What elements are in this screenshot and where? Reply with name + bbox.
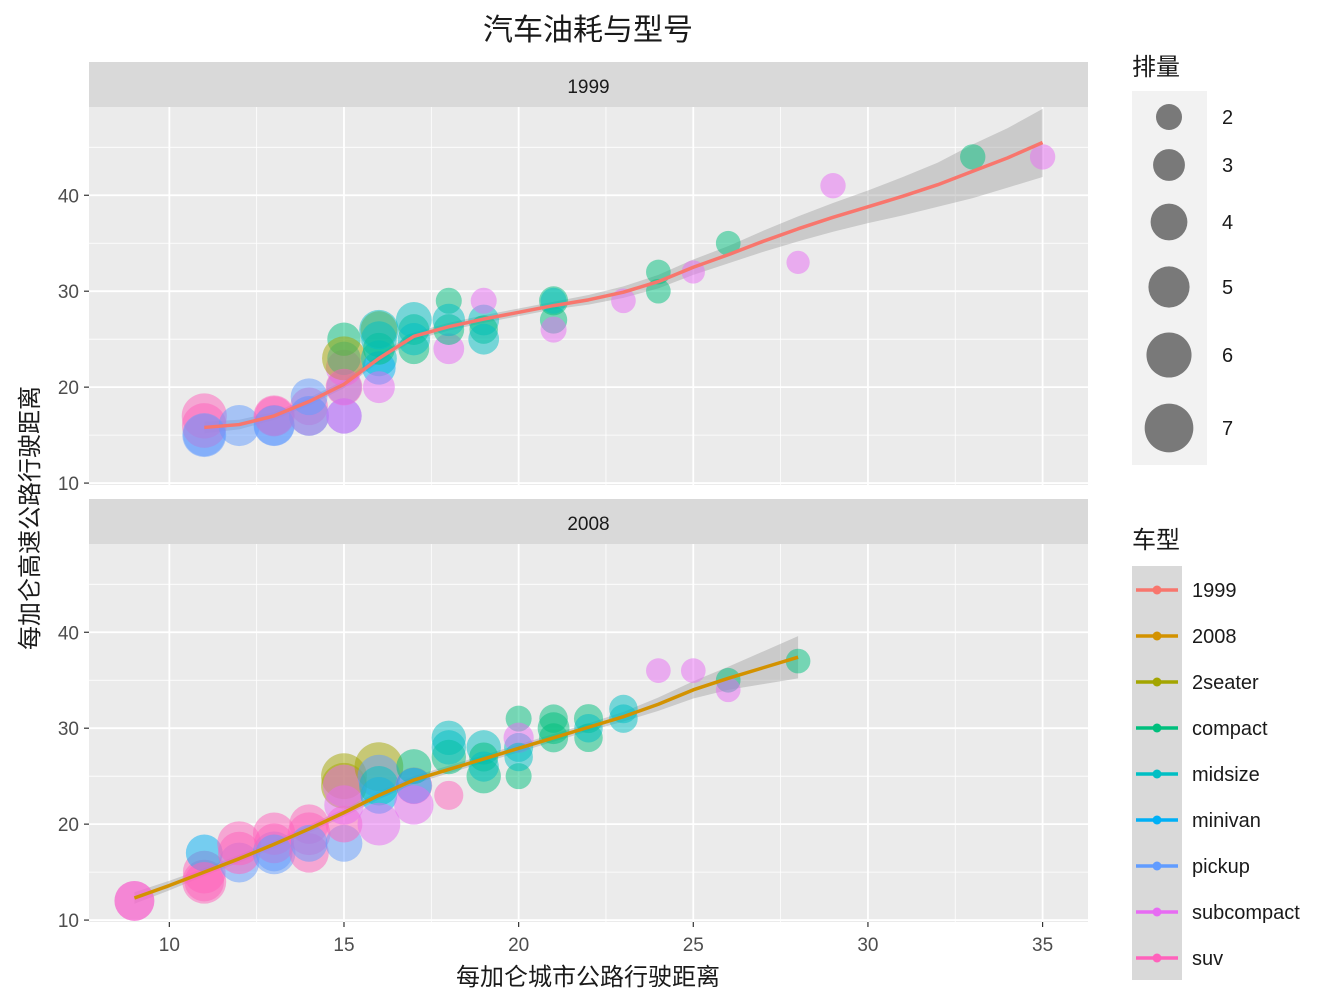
color-legend-key-point: [1152, 953, 1162, 963]
color-legend-label: subcompact: [1192, 902, 1300, 924]
color-legend: 车型 1999 2008 2seater compact midsize minivan pi…: [1132, 526, 1300, 980]
x-tick-label: 30: [857, 935, 878, 956]
data-point-subcompact: [394, 785, 434, 825]
data-point-subcompact: [362, 371, 395, 404]
color-legend-label: suv: [1192, 948, 1223, 970]
data-point-subcompact: [326, 398, 362, 434]
y-tick-label: 10: [58, 474, 79, 495]
data-point-suv: [184, 861, 225, 902]
color-legend-label: midsize: [1192, 764, 1260, 786]
data-point-2seater: [322, 336, 366, 381]
facet-strip: [89, 62, 1088, 107]
data-point-compact: [785, 648, 811, 674]
data-point-subcompact: [786, 250, 810, 275]
size-legend-label: 6: [1222, 345, 1233, 367]
size-legend-key: [1150, 203, 1188, 241]
data-point-midsize: [397, 322, 431, 356]
color-legend-label: 1999: [1192, 580, 1237, 602]
y-axis-title: 每加仑高速公路行驶距离: [16, 386, 44, 650]
size-legend-label: 5: [1222, 277, 1233, 299]
data-point-subcompact: [820, 172, 846, 199]
size-legend-key: [1155, 103, 1183, 131]
data-point-minivan: [185, 834, 223, 872]
data-point-subcompact: [324, 785, 364, 825]
x-axis: 10 15 20 25 30 35: [159, 922, 1053, 956]
y-tick-label: 40: [58, 186, 79, 207]
size-legend-key: [1153, 149, 1185, 181]
color-legend-label: pickup: [1192, 856, 1250, 878]
panel-1999: 1999 10 20 30 40: [58, 62, 1088, 495]
smooth-line-2008: [133, 655, 799, 900]
data-point-pickup: [182, 413, 227, 458]
data-point-compact: [715, 230, 741, 256]
size-legend-key: [1148, 266, 1190, 308]
y-tick-label: 30: [58, 719, 79, 740]
legends: 排量 2 3 4 5 6 7 车型 1999 2008 2seater compact midsize m…: [1132, 53, 1300, 980]
data-point-subcompact: [680, 658, 706, 683]
size-legend: 排量 2 3 4 5 6 7: [1132, 53, 1233, 465]
size-legend-key: [1146, 332, 1192, 378]
data-point-midsize: [468, 751, 499, 782]
chart-title: 汽车油耗与型号: [483, 13, 693, 48]
data-point-subcompact: [540, 316, 567, 343]
color-legend-key-point: [1152, 769, 1162, 779]
data-point-suv: [434, 780, 464, 810]
y-tick-label: 40: [58, 623, 79, 644]
color-legend-key-point: [1152, 677, 1162, 687]
data-point-midsize: [431, 730, 466, 765]
color-legend-label: compact: [1192, 718, 1268, 740]
data-point-subcompact: [646, 658, 671, 683]
color-legend-key-point: [1152, 907, 1162, 917]
size-legend-label: 2: [1222, 107, 1233, 129]
color-legend-key-point: [1152, 861, 1162, 871]
x-tick-label: 35: [1032, 935, 1053, 956]
data-point-midsize: [609, 704, 638, 733]
facet-strip: [89, 499, 1088, 544]
color-legend-title: 车型: [1132, 526, 1180, 554]
data-point-midsize: [359, 766, 399, 806]
size-legend-title: 排量: [1132, 53, 1180, 81]
smooth-line-1999: [204, 140, 1044, 430]
data-point-pickup: [255, 834, 293, 872]
x-tick-label: 15: [333, 935, 354, 956]
size-legend-key: [1144, 403, 1194, 453]
data-point-suv: [114, 880, 155, 921]
y-tick-label: 20: [58, 378, 79, 399]
x-tick-label: 25: [683, 935, 704, 956]
facet-strip-label: 2008: [567, 514, 609, 535]
x-tick-label: 20: [508, 935, 529, 956]
color-legend-key-point: [1152, 723, 1162, 733]
data-point-subcompact: [715, 677, 741, 703]
color-legend-label: minivan: [1192, 810, 1261, 832]
data-point-compact: [505, 763, 532, 790]
data-point-pickup: [253, 405, 295, 446]
size-legend-label: 4: [1222, 212, 1233, 234]
facet-strip-label: 1999: [567, 77, 609, 98]
color-legend-key-point: [1152, 815, 1162, 825]
data-point-subcompact: [470, 287, 497, 314]
color-legend-label: 2seater: [1192, 672, 1259, 694]
data-point-subcompact: [1029, 144, 1056, 170]
color-legend-label: 2008: [1192, 626, 1237, 648]
color-legend-key-point: [1152, 585, 1162, 595]
x-tick-label: 10: [159, 935, 180, 956]
data-point-midsize: [540, 287, 567, 314]
data-point-compact: [960, 144, 986, 170]
facet-panels: 1999 10 20 30 40 2008 10 20 30 40 10 15 20 25 30 35: [58, 62, 1088, 956]
panel-2008: 2008 10 20 30 40: [58, 499, 1088, 932]
color-legend-key-point: [1152, 631, 1162, 641]
data-point-midsize: [468, 323, 500, 355]
data-point-midsize: [359, 309, 399, 350]
y-tick-label: 10: [58, 911, 79, 932]
data-point-subcompact: [357, 802, 401, 846]
size-legend-label: 7: [1222, 418, 1233, 440]
y-tick-label: 20: [58, 815, 79, 836]
y-tick-label: 30: [58, 282, 79, 303]
size-legend-label: 3: [1222, 155, 1233, 177]
x-axis-title: 每加仑城市公路行驶距离: [456, 963, 720, 991]
